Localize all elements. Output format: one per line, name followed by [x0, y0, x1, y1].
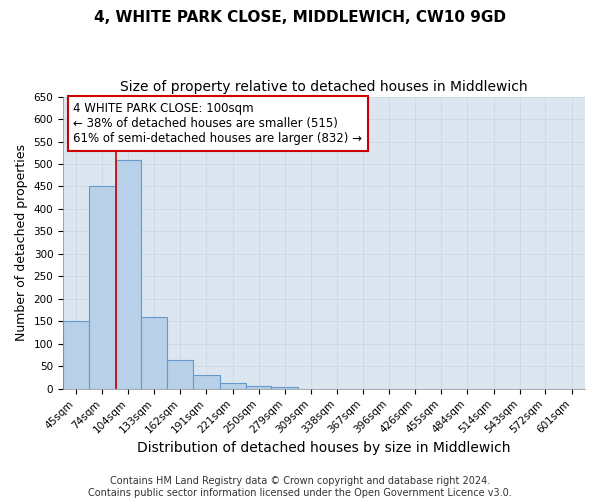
X-axis label: Distribution of detached houses by size in Middlewich: Distribution of detached houses by size …: [137, 441, 511, 455]
Text: Contains HM Land Registry data © Crown copyright and database right 2024.
Contai: Contains HM Land Registry data © Crown c…: [88, 476, 512, 498]
Bar: [63, 322, 89, 389]
Bar: [193, 376, 220, 389]
Bar: [167, 360, 193, 389]
Bar: [142, 317, 167, 389]
Bar: [89, 186, 116, 389]
Title: Size of property relative to detached houses in Middlewich: Size of property relative to detached ho…: [120, 80, 528, 94]
Bar: [220, 384, 245, 389]
Text: 4 WHITE PARK CLOSE: 100sqm
← 38% of detached houses are smaller (515)
61% of sem: 4 WHITE PARK CLOSE: 100sqm ← 38% of deta…: [73, 102, 362, 146]
Y-axis label: Number of detached properties: Number of detached properties: [15, 144, 28, 341]
Bar: [116, 160, 142, 389]
Text: 4, WHITE PARK CLOSE, MIDDLEWICH, CW10 9GD: 4, WHITE PARK CLOSE, MIDDLEWICH, CW10 9G…: [94, 10, 506, 25]
Bar: [271, 386, 298, 389]
Bar: [245, 386, 271, 389]
